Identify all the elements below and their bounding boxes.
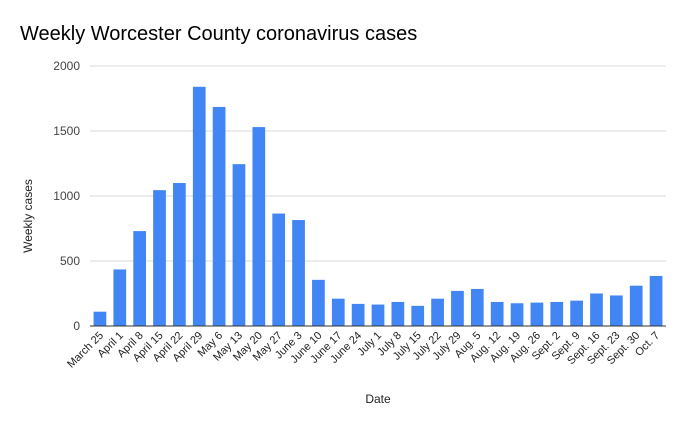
y-tick-label: 1500 — [53, 124, 80, 138]
bar — [351, 303, 365, 326]
y-tick-label: 0 — [73, 319, 80, 333]
bar — [470, 288, 484, 326]
y-axis-ticks: 0 500 1000 1500 2000 — [53, 59, 80, 333]
bar — [113, 269, 127, 326]
bar — [153, 190, 166, 326]
chart-title: Weekly Worcester County coronavirus case… — [20, 23, 417, 45]
bar — [331, 298, 345, 326]
bar — [629, 285, 643, 326]
bar — [590, 293, 603, 326]
bar — [510, 303, 524, 326]
bars — [93, 86, 663, 326]
bar — [451, 290, 464, 326]
bar — [292, 220, 305, 326]
grid-lines — [90, 65, 666, 262]
bar — [252, 127, 266, 326]
bar — [431, 298, 444, 326]
y-tick-label: 1000 — [53, 189, 80, 203]
y-axis-label: Weekly cases — [21, 179, 35, 253]
bar — [550, 301, 564, 326]
bar — [312, 279, 325, 326]
bar — [192, 86, 206, 326]
y-tick-label: 500 — [60, 254, 80, 268]
bar — [232, 164, 246, 326]
bar — [649, 275, 663, 326]
bar — [411, 305, 425, 326]
bar — [212, 106, 226, 326]
bar — [391, 301, 405, 326]
bar — [371, 304, 385, 326]
bar — [133, 231, 147, 326]
y-tick-label: 2000 — [53, 59, 80, 73]
bar — [173, 183, 186, 326]
bar — [530, 302, 544, 326]
bar — [490, 301, 504, 326]
bar — [609, 295, 623, 326]
bar — [93, 311, 107, 326]
bar — [272, 213, 286, 326]
bar — [570, 300, 583, 326]
x-axis-label: Date — [365, 392, 391, 406]
